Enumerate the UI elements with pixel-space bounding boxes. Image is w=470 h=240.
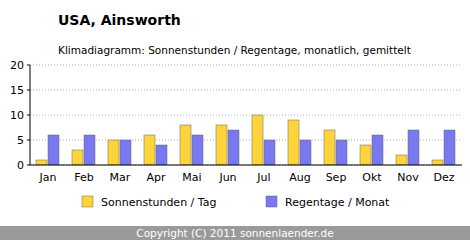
tick-label: Apr [146,171,166,184]
bar [252,115,263,165]
tick-label: 15 [10,84,24,97]
tick-label: Jun [218,171,236,184]
bar [360,145,371,165]
grid-line [30,165,462,166]
grid-line [30,90,462,91]
background [0,0,470,240]
tick-label: Mar [110,171,131,184]
bar [408,130,419,165]
x-axis [30,165,462,166]
tick-label: Okt [362,171,382,184]
bar [108,140,119,165]
tick-label: Dez [433,171,454,184]
bar [216,125,227,165]
grid-line [30,65,462,66]
bar [180,125,191,165]
subtitle: Klimadiagramm: Sonnenstunden / Regentage… [58,44,411,56]
tick-label: Jan [39,171,57,184]
bar [120,140,131,165]
legend-swatch [82,196,93,207]
footer-bar [0,226,470,240]
bar [48,135,59,165]
tick-label: Feb [74,171,93,184]
bar [336,140,347,165]
chart: USA, Ainsworth Klimadiagramm: Sonnenstund… [0,0,470,240]
tick-label: Mai [182,171,201,184]
bar [372,135,383,165]
tick-label: 10 [10,109,24,122]
bar [444,130,455,165]
legend-label: Sonnenstunden / Tag [101,196,216,209]
tick-label: 20 [10,59,24,72]
tick-label: Sep [326,171,347,184]
bar [300,140,311,165]
bar [228,130,239,165]
tick-label: Aug [289,171,310,184]
footer: Copyright (C) 2011 sonnenlaender.de [136,227,333,239]
bar [84,135,95,165]
bar [288,120,299,165]
grid-line [30,115,462,116]
bars [36,115,455,165]
bar [192,135,203,165]
tick-label: 5 [17,134,24,147]
legend-label: Regentage / Monat [285,196,390,209]
bar [324,130,335,165]
tick-label: 0 [17,159,24,172]
legend-swatch [266,196,277,207]
title: USA, Ainsworth [58,12,181,28]
bar [156,145,167,165]
tick-label: Nov [397,171,419,184]
bar [72,150,83,165]
bar [264,140,275,165]
bar [432,160,443,165]
y-axis [30,65,31,165]
bar [36,160,47,165]
bar [396,155,407,165]
tick-label: Jul [256,171,270,184]
bar [144,135,155,165]
